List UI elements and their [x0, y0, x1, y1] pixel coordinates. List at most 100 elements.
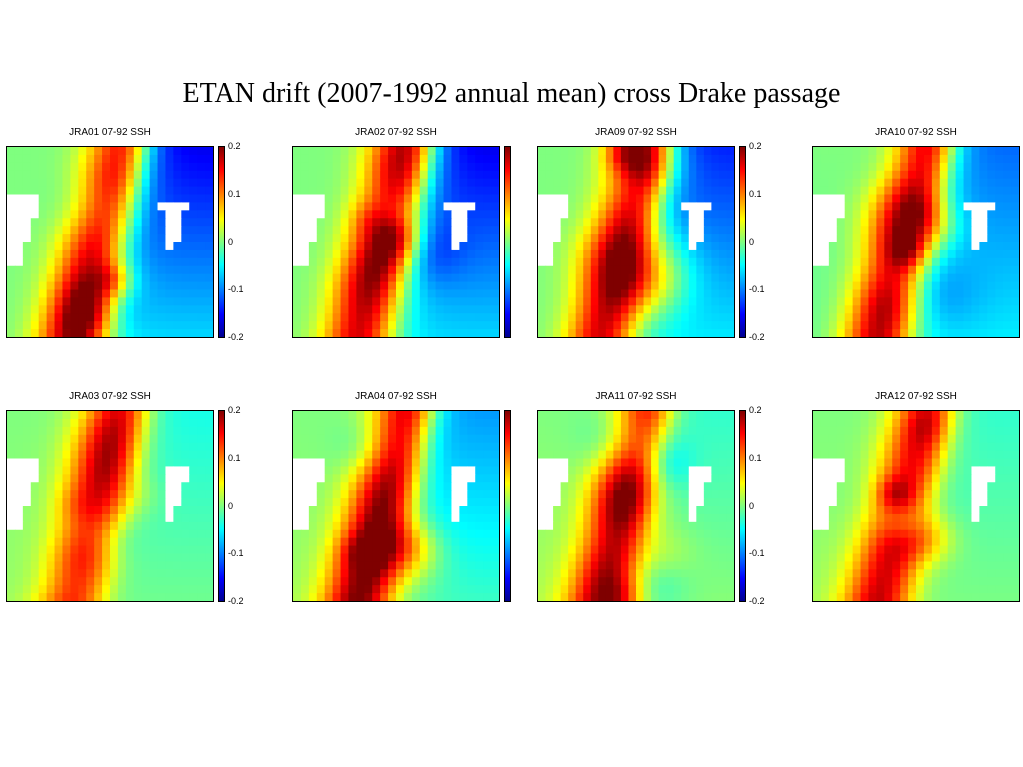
- ssh-cell: [1003, 561, 1012, 570]
- ssh-cell: [568, 593, 577, 601]
- ssh-cell: [931, 537, 941, 547]
- ssh-cell: [908, 289, 917, 299]
- land-cell: [173, 466, 182, 475]
- ssh-cell: [884, 289, 893, 299]
- ssh-cell: [892, 297, 901, 306]
- ssh-cell: [703, 249, 712, 259]
- ssh-cell: [844, 186, 854, 196]
- land-cell: [300, 513, 310, 523]
- ssh-cell: [364, 257, 373, 267]
- ssh-cell: [38, 249, 48, 259]
- ssh-cell: [931, 411, 941, 420]
- ssh-cell: [324, 545, 334, 555]
- ssh-cell: [372, 329, 381, 337]
- ssh-cell: [636, 426, 645, 436]
- ssh-cell: [181, 577, 190, 586]
- ssh-cell: [78, 458, 87, 468]
- ssh-cell: [979, 305, 988, 314]
- ssh-cell: [916, 545, 925, 555]
- ssh-cell: [54, 418, 64, 428]
- ssh-cell: [173, 442, 182, 452]
- ssh-cell: [22, 289, 32, 299]
- ssh-cell: [836, 297, 846, 306]
- ssh-cell: [54, 273, 64, 283]
- ssh-cell: [300, 273, 310, 283]
- ssh-cell: [102, 561, 111, 570]
- ssh-cell: [590, 545, 599, 555]
- ssh-cell: [538, 289, 547, 299]
- ssh-cell: [46, 242, 56, 251]
- land-cell: [545, 257, 554, 267]
- colorbar-tick-label: 0: [749, 500, 755, 511]
- ssh-cell: [388, 178, 397, 188]
- ssh-cell: [605, 249, 614, 259]
- ssh-cell: [636, 442, 645, 452]
- ssh-cell: [868, 411, 877, 420]
- ssh-cell: [575, 297, 584, 306]
- ssh-cell: [908, 329, 917, 337]
- ssh-cell: [688, 434, 697, 444]
- ssh-cell: [575, 170, 584, 180]
- ssh-cell: [324, 249, 334, 259]
- ssh-cell: [553, 313, 562, 322]
- ssh-cell: [923, 178, 933, 188]
- ssh-cell: [403, 218, 413, 227]
- land-cell: [545, 210, 554, 219]
- ssh-cell: [149, 265, 159, 275]
- ssh-cell: [491, 186, 499, 196]
- ssh-cell: [605, 474, 614, 483]
- panel-title: JRA04 07-92 SSH: [355, 391, 437, 402]
- ssh-cell: [1011, 257, 1019, 267]
- ssh-cell: [636, 513, 645, 523]
- ssh-cell: [605, 426, 614, 436]
- ssh-cell: [923, 329, 933, 337]
- ssh-cell: [726, 561, 734, 570]
- ssh-cell: [197, 482, 206, 491]
- ssh-cell: [726, 466, 734, 475]
- ssh-cell: [813, 537, 822, 547]
- ssh-cell: [38, 506, 48, 515]
- ssh-cell: [995, 418, 1004, 428]
- ssh-cell: [403, 186, 413, 196]
- ssh-cell: [590, 289, 599, 299]
- ssh-cell: [673, 210, 682, 219]
- ssh-cell: [651, 210, 660, 219]
- ssh-cell: [995, 577, 1004, 586]
- ssh-cell: [923, 474, 933, 483]
- ssh-cell: [403, 482, 413, 491]
- ssh-cell: [348, 474, 357, 483]
- ssh-cell: [673, 513, 682, 523]
- ssh-cell: [605, 281, 614, 291]
- ssh-cell: [963, 249, 973, 259]
- ssh-cell: [356, 426, 365, 436]
- ssh-cell: [813, 553, 822, 563]
- ssh-cell: [348, 305, 357, 314]
- ssh-cell: [141, 186, 151, 196]
- ssh-cell: [568, 329, 577, 337]
- ssh-cell: [332, 226, 342, 235]
- ssh-cell: [364, 490, 373, 499]
- ssh-cell: [696, 194, 705, 204]
- ssh-cell: [86, 569, 95, 578]
- land-cell: [451, 226, 460, 235]
- ssh-cell: [356, 434, 365, 444]
- ssh-cell: [78, 450, 87, 460]
- ssh-cell: [711, 498, 720, 507]
- ssh-cell: [813, 281, 822, 291]
- ssh-cell: [475, 521, 484, 531]
- ssh-cell: [844, 569, 854, 578]
- ssh-cell: [356, 411, 365, 420]
- ssh-cell: [718, 561, 728, 570]
- ssh-cell: [598, 147, 607, 156]
- ssh-cell: [643, 281, 652, 291]
- ssh-cell: [22, 281, 32, 291]
- ssh-cell: [189, 593, 198, 601]
- land-cell: [979, 226, 988, 235]
- ssh-cell: [181, 249, 190, 259]
- ssh-cell: [70, 210, 79, 219]
- ssh-cell: [560, 426, 569, 436]
- ssh-cell: [332, 490, 342, 499]
- ssh-cell: [396, 289, 405, 299]
- ssh-cell: [852, 474, 862, 483]
- ssh-cell: [403, 529, 413, 539]
